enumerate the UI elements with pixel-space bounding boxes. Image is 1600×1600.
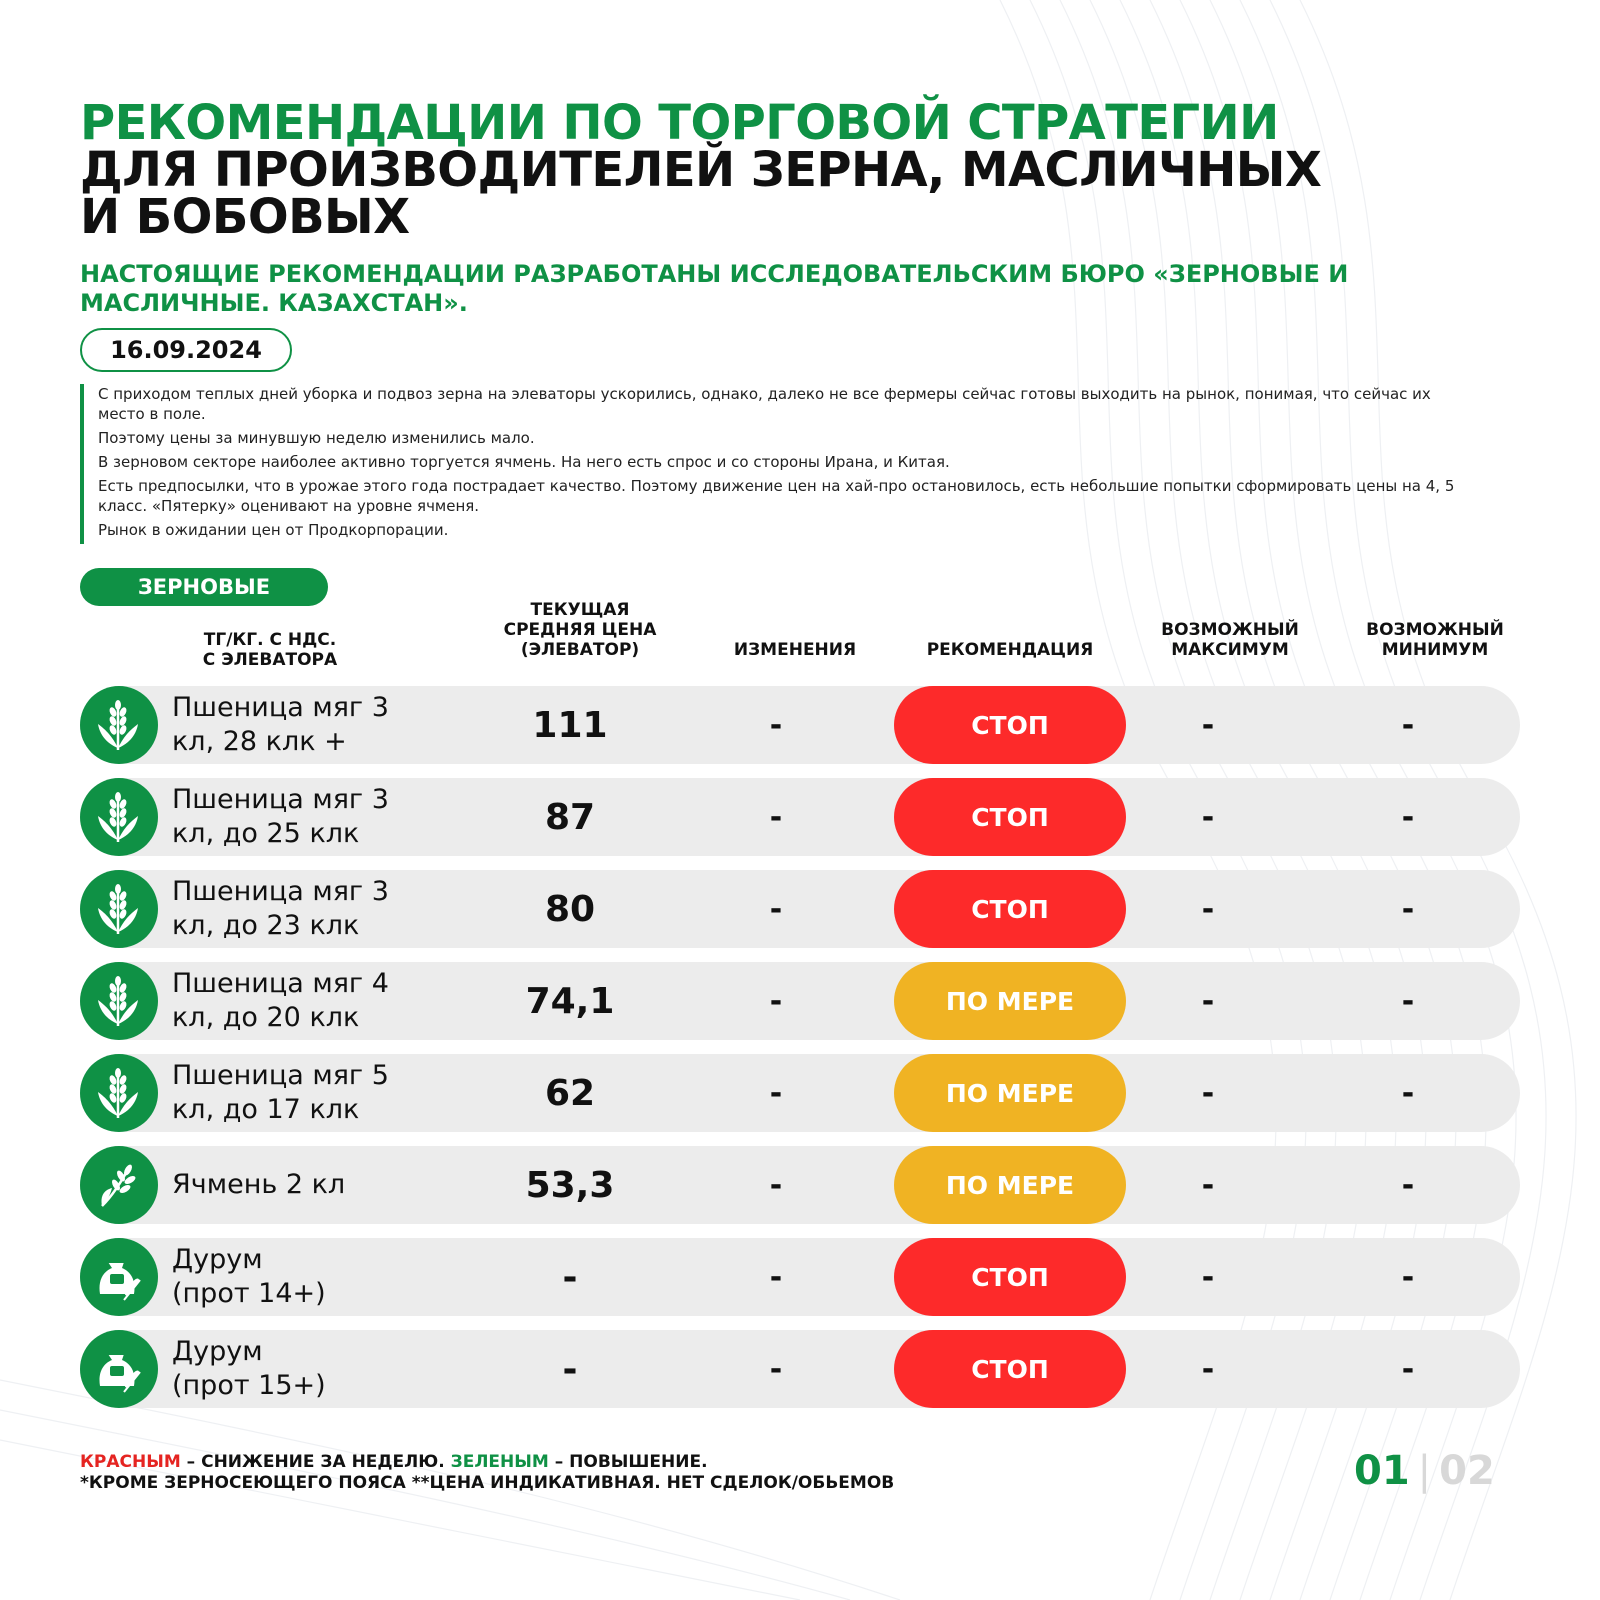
footer-legend: КРАСНЫМ – СНИЖЕНИЕ ЗА НЕДЕЛЮ. ЗЕЛЕНЫМ – … (80, 1452, 1180, 1494)
crop-name: Пшеница мяг 4 кл, до 20 клк (172, 968, 389, 1033)
possible-max: - (1201, 799, 1215, 835)
barley-icon (80, 1146, 158, 1224)
price-change: - (769, 1259, 783, 1295)
recommendation-badge: СТОП (894, 1238, 1126, 1316)
possible-max: - (1201, 1167, 1215, 1203)
possible-min: - (1401, 1351, 1415, 1387)
table-row: Пшеница мяг 5 кл, до 17 клк 62 - ПО МЕРЕ - - (80, 1054, 1520, 1132)
legend-line-1: КРАСНЫМ – СНИЖЕНИЕ ЗА НЕДЕЛЮ. ЗЕЛЕНЫМ – … (80, 1452, 1180, 1473)
current-price: - (562, 1348, 578, 1390)
crop-name: Пшеница мяг 3 кл, 28 клк + (172, 692, 389, 757)
price-change: - (769, 891, 783, 927)
current-price: - (562, 1256, 578, 1298)
table-row: Дурум (прот 15+) - - СТОП - - (80, 1330, 1520, 1408)
wheat-icon (80, 1054, 158, 1132)
recommendation-badge: СТОП (894, 870, 1126, 948)
possible-min: - (1401, 983, 1415, 1019)
wheat-icon (80, 778, 158, 856)
legend-line-2: *КРОМЕ ЗЕРНОСЕЮЩЕГО ПОЯСА **ЦЕНА ИНДИКАТ… (80, 1473, 895, 1493)
possible-min: - (1401, 891, 1415, 927)
possible-max: - (1201, 1075, 1215, 1111)
grain-sack-icon (80, 1238, 158, 1316)
table-row: Пшеница мяг 3 кл, до 23 клк 80 - СТОП - - (80, 870, 1520, 948)
header-max: ВОЗМОЖНЫЙ МАКСИМУМ (1161, 620, 1299, 660)
recommendation-badge: СТОП (894, 778, 1126, 856)
current-price: 80 (544, 888, 596, 930)
legend-red-word: КРАСНЫМ (80, 1452, 181, 1472)
market-notes: С приходом теплых дней уборка и подвоз з… (80, 384, 1480, 544)
header-unit: ТГ/КГ. С НДС. С ЭЛЕВАТОРА (202, 630, 338, 670)
recommendation-badge: ПО МЕРЕ (894, 962, 1126, 1040)
crop-name: Дурум (прот 15+) (172, 1336, 326, 1401)
table-row: Дурум (прот 14+) - - СТОП - - (80, 1238, 1520, 1316)
possible-min: - (1401, 799, 1415, 835)
wheat-icon (80, 870, 158, 948)
possible-min: - (1401, 1075, 1415, 1111)
possible-min: - (1401, 1259, 1415, 1295)
possible-min: - (1401, 707, 1415, 743)
subtitle: НАСТОЯЩИЕ РЕКОМЕНДАЦИИ РАЗРАБОТАНЫ ИССЛЕ… (80, 260, 1349, 317)
recommendation-badge: СТОП (894, 686, 1126, 764)
crop-name: Пшеница мяг 3 кл, до 25 клк (172, 784, 389, 849)
possible-max: - (1201, 1351, 1215, 1387)
current-price: 111 (532, 704, 608, 746)
header-recommendation: РЕКОМЕНДАЦИЯ (926, 640, 1094, 660)
crop-name: Ячмень 2 кл (172, 1169, 346, 1200)
current-price: 53,3 (525, 1164, 615, 1206)
header-change: ИЗМЕНЕНИЯ (733, 640, 857, 660)
recommendation-badge: ПО МЕРЕ (894, 1146, 1126, 1224)
page-separator: | (1417, 1448, 1432, 1494)
current-price: 62 (544, 1072, 596, 1114)
possible-max: - (1201, 983, 1215, 1019)
legend-green-text: – ПОВЫШЕНИЕ. (548, 1452, 708, 1472)
price-change: - (769, 799, 783, 835)
wheat-icon (80, 962, 158, 1040)
possible-max: - (1201, 707, 1215, 743)
page-title: РЕКОМЕНДАЦИИ ПО ТОРГОВОЙ СТРАТЕГИИ ДЛЯ П… (80, 95, 1540, 245)
table-row: Пшеница мяг 3 кл, до 25 клк 87 - СТОП - - (80, 778, 1520, 856)
possible-max: - (1201, 1259, 1215, 1295)
price-change: - (769, 1075, 783, 1111)
table-row: Ячмень 2 кл 53,3 - ПО МЕРЕ - - (80, 1146, 1520, 1224)
note-paragraph: Есть предпосылки, что в урожае этого год… (98, 477, 1455, 515)
crop-name: Пшеница мяг 3 кл, до 23 клк (172, 876, 389, 941)
table-row: Пшеница мяг 4 кл, до 20 клк 74,1 - ПО МЕРЕ -… (80, 962, 1520, 1040)
page-indicator: 01 | 02 (1354, 1448, 1524, 1494)
possible-min: - (1401, 1167, 1415, 1203)
note-paragraph: Поэтому цены за минувшую неделю изменили… (98, 429, 535, 447)
header-price: ТЕКУЩАЯ СРЕДНЯЯ ЦЕНА (ЭЛЕВАТОР) (503, 600, 657, 660)
price-change: - (769, 707, 783, 743)
page-total: 02 (1439, 1448, 1495, 1494)
legend-green-word: ЗЕЛЕНЫМ (450, 1452, 549, 1472)
section-tag-grains: ЗЕРНОВЫЕ (80, 568, 328, 606)
table-row: Пшеница мяг 3 кл, 28 клк + 111 - СТОП - - (80, 686, 1520, 764)
price-change: - (769, 1167, 783, 1203)
title-line-1: РЕКОМЕНДАЦИИ ПО ТОРГОВОЙ СТРАТЕГИИ (80, 95, 1279, 151)
page-current: 01 (1354, 1448, 1410, 1494)
recommendation-badge: ПО МЕРЕ (894, 1054, 1126, 1132)
date-badge: 16.09.2024 (80, 328, 292, 372)
title-line-3: И БОБОВЫХ (80, 189, 410, 245)
price-change: - (769, 983, 783, 1019)
current-price: 87 (544, 796, 596, 838)
current-price: 74,1 (525, 980, 615, 1022)
note-paragraph: Рынок в ожидании цен от Продкорпорации. (98, 521, 449, 539)
header-min: ВОЗМОЖНЫЙ МИНИМУМ (1366, 620, 1504, 660)
legend-red-text: – СНИЖЕНИЕ ЗА НЕДЕЛЮ. (180, 1452, 451, 1472)
title-line-2: ДЛЯ ПРОИЗВОДИТЕЛЕЙ ЗЕРНА, МАСЛИЧНЫХ (80, 142, 1322, 198)
wheat-icon (80, 686, 158, 764)
grain-sack-icon (80, 1330, 158, 1408)
possible-max: - (1201, 891, 1215, 927)
recommendation-badge: СТОП (894, 1330, 1126, 1408)
crop-name: Пшеница мяг 5 кл, до 17 клк (172, 1060, 389, 1125)
price-change: - (769, 1351, 783, 1387)
crop-name: Дурум (прот 14+) (172, 1244, 326, 1309)
note-paragraph: В зерновом секторе наиболее активно торг… (98, 453, 950, 471)
note-paragraph: С приходом теплых дней уборка и подвоз з… (98, 385, 1431, 423)
